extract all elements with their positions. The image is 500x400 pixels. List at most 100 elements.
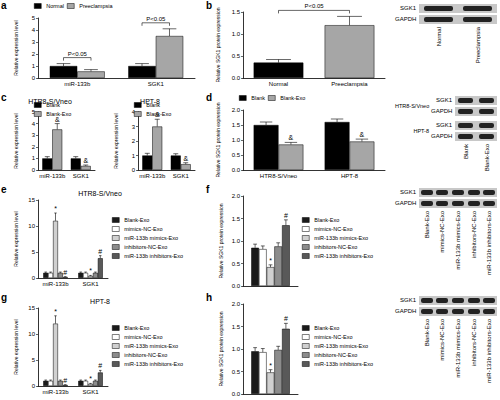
svg-text:miR-133b mimics-Exo: miR-133b mimics-Exo [124, 343, 178, 349]
svg-text:*: * [54, 205, 57, 212]
svg-text:&: & [183, 155, 188, 162]
svg-text:0.5: 0.5 [232, 261, 241, 267]
svg-text:0.0: 0.0 [232, 283, 241, 289]
svg-text:0.0: 0.0 [232, 167, 241, 173]
svg-text:miR-133b: miR-133b [39, 173, 66, 179]
svg-text:Relative expression level: Relative expression level [13, 211, 19, 266]
svg-text:Relative SGK1 protein expressi: Relative SGK1 protein expression [218, 311, 224, 386]
svg-text:Preeclampsia: Preeclampsia [331, 81, 368, 87]
svg-text:1.0: 1.0 [232, 31, 241, 37]
svg-text:0: 0 [32, 275, 36, 281]
svg-text:Blank-Exo: Blank-Exo [314, 325, 339, 331]
svg-text:miR-133b mimics-Exo: miR-133b mimics-Exo [124, 235, 178, 241]
svg-text:4: 4 [32, 121, 36, 127]
svg-text:15: 15 [28, 197, 35, 203]
svg-text:Blank: Blank [251, 95, 265, 101]
svg-text:Blank-Exo: Blank-Exo [124, 325, 149, 331]
svg-text:2.0: 2.0 [232, 193, 241, 199]
svg-text:1: 1 [32, 155, 36, 161]
svg-text:miR-133b: miR-133b [64, 81, 91, 87]
svg-text:mimics-NC-Exo: mimics-NC-Exo [124, 226, 162, 232]
svg-text:2: 2 [32, 144, 36, 150]
svg-text:Normal: Normal [269, 81, 288, 87]
svg-text:miR-133b: miR-133b [42, 389, 69, 395]
svg-text:SGK1: SGK1 [173, 173, 190, 179]
svg-text:4: 4 [32, 27, 36, 33]
svg-text:15: 15 [28, 305, 35, 311]
svg-text:miR-133b inhibitors-Exo: miR-133b inhibitors-Exo [124, 361, 183, 367]
svg-text:Normal: Normal [46, 3, 64, 9]
svg-text:2: 2 [132, 138, 136, 144]
svg-text:&: & [83, 157, 88, 164]
svg-text:HTR8-S/Vneo: HTR8-S/Vneo [78, 190, 122, 197]
svg-text:miR-133b mimics-Exo: miR-133b mimics-Exo [314, 343, 368, 349]
svg-text:1.5: 1.5 [232, 9, 241, 15]
svg-text:1.5: 1.5 [232, 324, 241, 330]
svg-text:P<0.05: P<0.05 [68, 51, 88, 57]
svg-text:*: * [54, 308, 57, 315]
svg-text:#: # [284, 212, 288, 219]
svg-text:*: * [269, 257, 272, 264]
svg-text:10: 10 [28, 223, 35, 229]
svg-text:miR-133b: miR-133b [139, 173, 166, 179]
svg-text:Relative expression level: Relative expression level [13, 20, 19, 75]
svg-text:0.5: 0.5 [232, 369, 241, 375]
svg-text:&: & [55, 116, 60, 123]
svg-text:inhibitors-NC-Exo: inhibitors-NC-Exo [124, 244, 167, 250]
svg-text:mimics-NC-Exo: mimics-NC-Exo [314, 226, 352, 232]
svg-text:SGK1: SGK1 [73, 173, 90, 179]
svg-text:3: 3 [132, 124, 136, 130]
svg-text:miR-133b mimics-Exo: miR-133b mimics-Exo [314, 235, 368, 241]
svg-text:P<0.05: P<0.05 [304, 3, 324, 9]
svg-text:1.5: 1.5 [232, 122, 241, 128]
svg-text:Relative SGK1 protein expressi: Relative SGK1 protein expression [218, 203, 224, 278]
svg-text:&: & [155, 111, 160, 118]
svg-text:Relative expression level: Relative expression level [113, 113, 119, 168]
svg-text:miR-133b inhibitors-Exo: miR-133b inhibitors-Exo [124, 253, 183, 259]
svg-text:HTR8-S/Vneo: HTR8-S/Vneo [28, 98, 72, 105]
svg-text:0.0: 0.0 [232, 391, 241, 397]
svg-text:1: 1 [132, 153, 136, 159]
svg-text:&: & [289, 134, 294, 141]
svg-text:Relative expression level: Relative expression level [13, 319, 19, 374]
svg-text:0.5: 0.5 [232, 53, 241, 59]
svg-text:HTR8-S/Vneo: HTR8-S/Vneo [260, 173, 298, 179]
svg-text:mimics-NC-Exo: mimics-NC-Exo [314, 334, 352, 340]
svg-text:Relative SGK1 protein expressi: Relative SGK1 protein expression [215, 7, 221, 82]
svg-text:Blank-Exo: Blank-Exo [280, 95, 305, 101]
svg-text:*: * [89, 375, 92, 382]
svg-text:0.5: 0.5 [232, 152, 241, 158]
svg-text:#: # [63, 269, 67, 276]
svg-text:0: 0 [32, 75, 36, 81]
svg-text:SGK1: SGK1 [82, 389, 99, 395]
svg-text:Blank-Exo: Blank-Exo [124, 217, 149, 223]
svg-text:5: 5 [32, 15, 36, 21]
svg-text:miR-133b inhibitors-Exo: miR-133b inhibitors-Exo [314, 361, 373, 367]
svg-text:2: 2 [32, 51, 36, 57]
svg-text:#: # [284, 315, 288, 322]
svg-text:2.0: 2.0 [232, 301, 241, 307]
svg-text:0: 0 [32, 167, 36, 173]
svg-text:miR-133b: miR-133b [42, 281, 69, 287]
svg-text:0: 0 [32, 383, 36, 389]
svg-text:*: * [269, 362, 272, 369]
svg-text:#: # [98, 362, 102, 369]
svg-text:0.0: 0.0 [232, 75, 241, 81]
svg-text:inhibitors-NC-Exo: inhibitors-NC-Exo [124, 352, 167, 358]
svg-text:Relative SGK1 protein expressi: Relative SGK1 protein expression [215, 102, 221, 177]
svg-text:#: # [63, 377, 67, 384]
svg-text:SGK1: SGK1 [82, 281, 99, 287]
svg-text:inhibitors-NC-Exo: inhibitors-NC-Exo [314, 244, 357, 250]
svg-text:1: 1 [32, 63, 36, 69]
svg-text:HPT-8: HPT-8 [90, 298, 110, 305]
svg-text:1.0: 1.0 [232, 238, 241, 244]
svg-text:#: # [98, 248, 102, 255]
svg-text:3: 3 [32, 39, 36, 45]
svg-text:SGK1: SGK1 [148, 81, 165, 87]
svg-text:10: 10 [28, 331, 35, 337]
svg-text:Preeclampsia: Preeclampsia [79, 3, 113, 9]
svg-text:0: 0 [132, 167, 136, 173]
svg-text:&: & [360, 131, 365, 138]
svg-text:1.5: 1.5 [232, 216, 241, 222]
svg-text:2.0: 2.0 [232, 107, 241, 113]
